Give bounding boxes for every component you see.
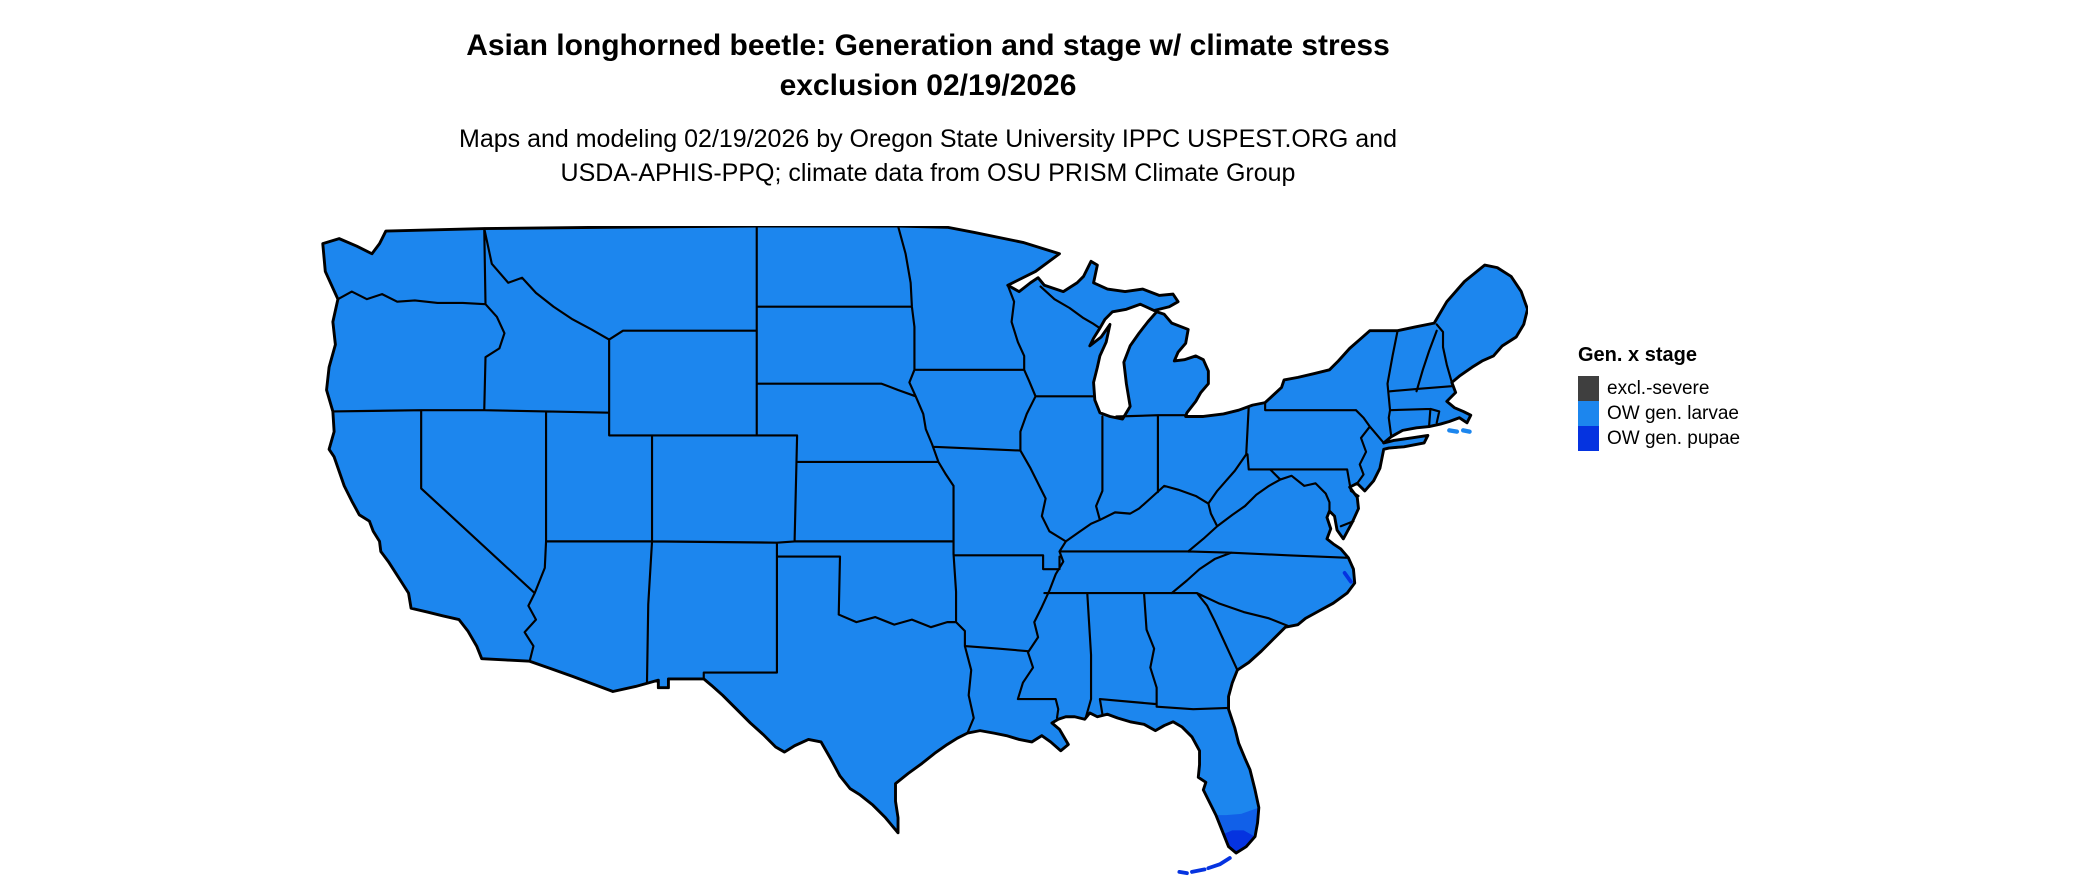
map-subtitle-line2: USDA-APHIS-PPQ; climate data from OSU PR… xyxy=(560,159,1296,187)
ow-gen-pupae-swatch xyxy=(1578,426,1599,451)
map-title-line2: exclusion 02/19/2026 xyxy=(779,69,1077,102)
subtitle-block: Maps and modeling 02/19/2026 by Oregon S… xyxy=(0,122,1856,190)
legend: Gen. x stage excl.-severe OW gen. larvae… xyxy=(1578,342,1740,451)
florida-pupae-transition xyxy=(1215,807,1259,837)
florida-keys xyxy=(1177,856,1232,876)
us-landmass-fill xyxy=(322,226,1528,853)
title-block: Asian longhorned beetle: Generation and … xyxy=(0,26,1856,106)
excl-severe-swatch xyxy=(1578,376,1599,401)
map-title-line1: Asian longhorned beetle: Generation and … xyxy=(466,29,1390,62)
us-map xyxy=(321,226,1528,876)
legend-item: OW gen. larvae xyxy=(1578,401,1740,426)
coastal-pupae-mark xyxy=(1342,571,1353,584)
legend-title: Gen. x stage xyxy=(1578,344,1697,366)
legend-item-label: OW gen. pupae xyxy=(1607,428,1741,449)
map-subtitle-line1: Maps and modeling 02/19/2026 by Oregon S… xyxy=(459,125,1397,153)
legend-item: excl.-severe xyxy=(1578,376,1740,401)
legend-item: OW gen. pupae xyxy=(1578,426,1740,451)
legend-item-label: OW gen. larvae xyxy=(1607,403,1739,424)
legend-item-label: excl.-severe xyxy=(1607,378,1710,399)
massachusetts-islands xyxy=(1447,428,1472,434)
ow-gen-larvae-swatch xyxy=(1578,401,1599,426)
